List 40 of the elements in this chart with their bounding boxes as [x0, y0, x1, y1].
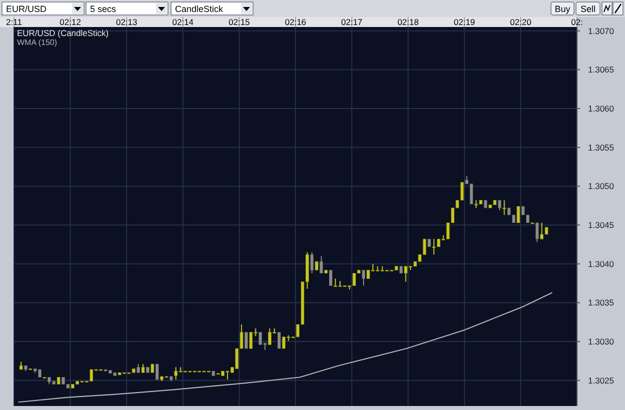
- y-tick-label: 1.3025: [588, 375, 614, 386]
- x-tick-label: 02:13: [116, 17, 138, 27]
- candlestick: [320, 256, 323, 274]
- x-tick-label: 2:11: [6, 17, 22, 27]
- x-tick-label: 02:12: [60, 17, 82, 27]
- chart-title: EUR/USD (CandleStick): [17, 28, 109, 38]
- y-tick-label: 1.3045: [588, 220, 614, 230]
- y-tick-label: 1.3065: [588, 64, 614, 75]
- line-series: [18, 292, 553, 403]
- x-tick-label: 02:20: [510, 17, 532, 27]
- candlestick: [502, 200, 506, 216]
- y-tick-label: 1.3030: [588, 336, 614, 347]
- y-tick-label: 1.3050: [588, 181, 614, 192]
- y-tick-label: 1.3055: [588, 142, 614, 152]
- x-tick-label: 02:: [571, 17, 583, 27]
- text: Sell: [580, 4, 596, 14]
- candlestick: [310, 252, 314, 274]
- y-tick-label: 1.3070: [588, 26, 614, 36]
- candlestick: [498, 200, 502, 211]
- text: Buy: [554, 4, 571, 14]
- candlestick: [362, 270, 366, 286]
- candlestick: [244, 332, 248, 350]
- y-tick-label: 1.3060: [588, 104, 614, 114]
- text: EUR/USD: [6, 4, 48, 14]
- x-tick-label: 02:14: [172, 17, 194, 27]
- x-tick-label: 02:15: [228, 17, 250, 27]
- x-tick-label: 02:16: [284, 17, 306, 27]
- candlestick: [329, 270, 332, 286]
- text: WMA (150): [17, 38, 58, 47]
- candlestick: [277, 332, 281, 350]
- x-tick-label: 02:17: [341, 17, 363, 27]
- candlestick: [155, 364, 159, 380]
- x-tick-label: 02:18: [397, 17, 420, 27]
- text: CandleStick: [175, 4, 224, 14]
- candlestick: [516, 206, 520, 224]
- text: 5 secs: [90, 4, 117, 14]
- y-tick-label: 1.3035: [588, 298, 614, 308]
- x-tick-label: 02:19: [454, 17, 476, 27]
- candlestick: [535, 222, 539, 243]
- y-tick-label: 1.3040: [588, 258, 614, 269]
